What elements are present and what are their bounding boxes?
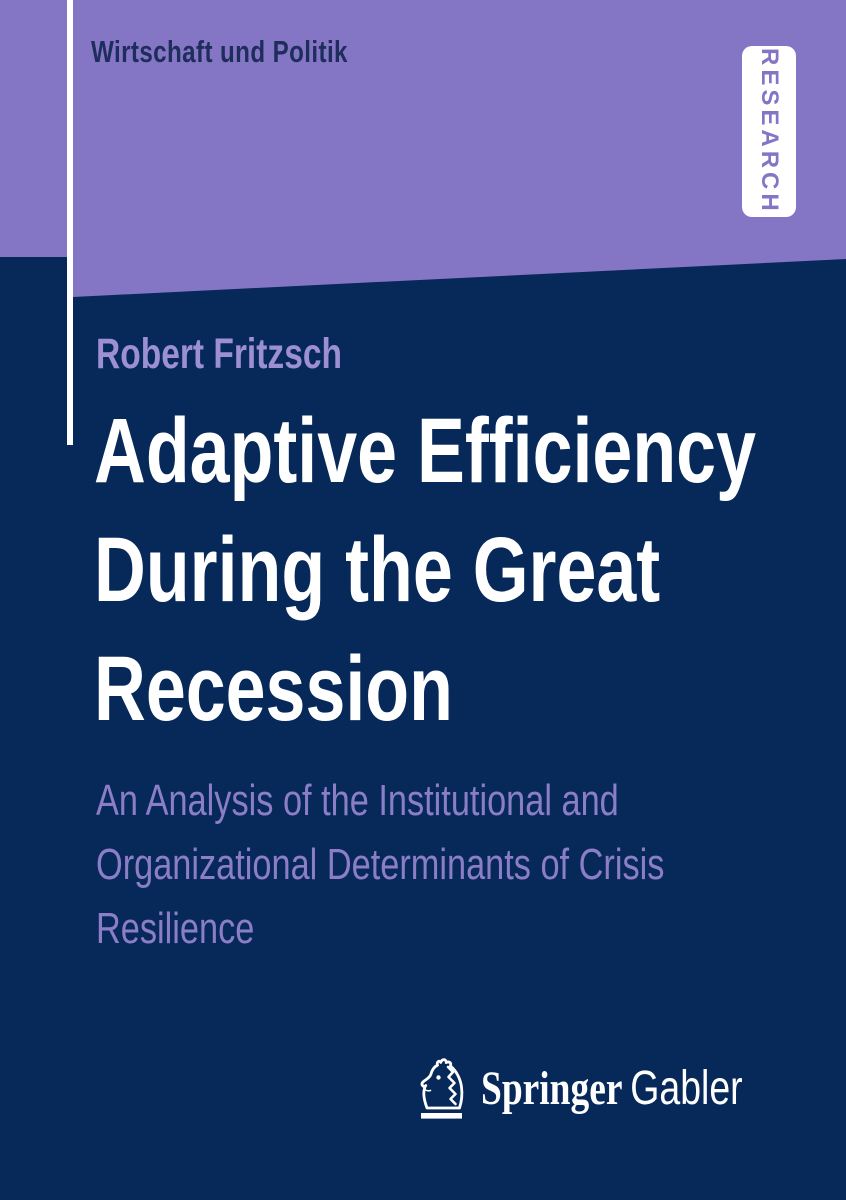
publisher-name-springer: Springer [481,1062,623,1115]
author-name: Robert Fritzsch [96,330,342,378]
book-subtitle-line-2: Organizational Determinants of Crisis [96,840,665,889]
vertical-divider-line [67,0,73,445]
research-badge-label: RESEARCH [756,48,783,215]
research-badge: RESEARCH [742,46,796,217]
spine-strip [0,0,67,257]
book-subtitle-line-3: Resilience [96,904,255,953]
book-title: Adaptive Efficiency During the Great Rec… [94,392,756,749]
publisher-name-gabler: Gabler [630,1062,743,1115]
header-band [73,0,846,297]
series-title: Wirtschaft und Politik [91,34,348,69]
book-title-line-1: Adaptive Efficiency [94,400,757,502]
book-subtitle: An Analysis of the Institutional and Org… [96,769,664,961]
publisher-logotype: Springer Gabler [481,1063,743,1115]
springer-horse-icon [420,1058,464,1119]
book-subtitle-line-1: An Analysis of the Institutional and [96,776,619,825]
book-title-line-3: Recession [94,638,453,740]
book-title-line-2: During the Great [94,519,661,621]
